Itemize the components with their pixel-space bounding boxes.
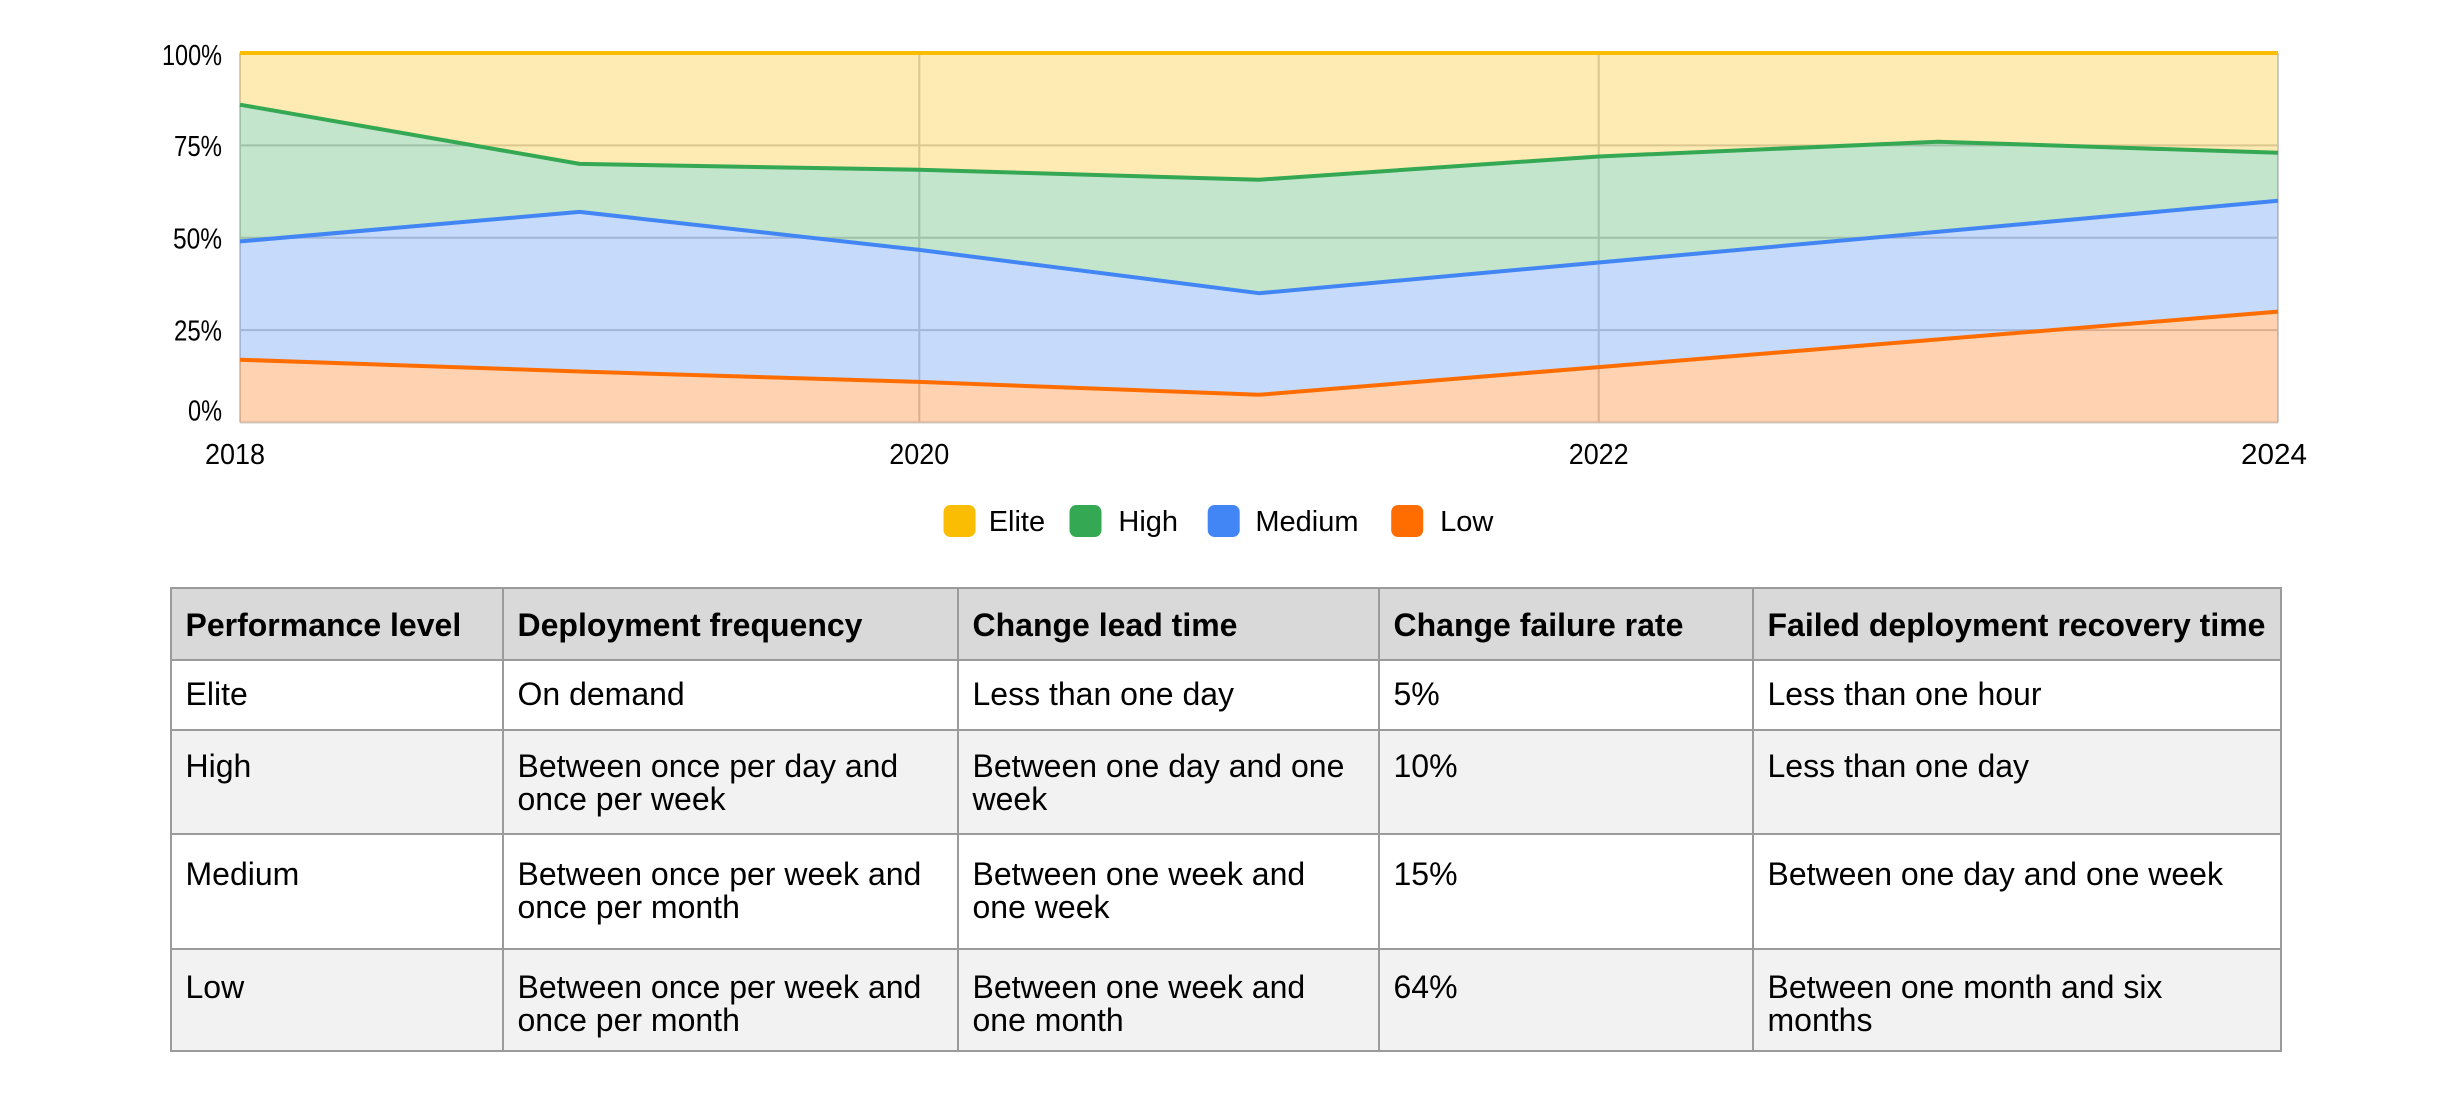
svg-text:2020: 2020 [889, 439, 949, 471]
svg-text:75%: 75% [174, 131, 222, 163]
svg-text:Medium: Medium [1255, 506, 1358, 538]
svg-text:Elite: Elite [989, 506, 1045, 538]
svg-text:2022: 2022 [1569, 439, 1629, 471]
svg-text:50%: 50% [173, 223, 222, 255]
svg-text:High: High [1118, 506, 1178, 538]
svg-text:2018: 2018 [205, 439, 265, 471]
svg-text:0%: 0% [188, 396, 222, 428]
svg-text:25%: 25% [174, 316, 222, 348]
svg-text:Low: Low [1440, 506, 1494, 538]
svg-text:100%: 100% [162, 40, 222, 72]
svg-text:2024: 2024 [2241, 439, 2307, 471]
